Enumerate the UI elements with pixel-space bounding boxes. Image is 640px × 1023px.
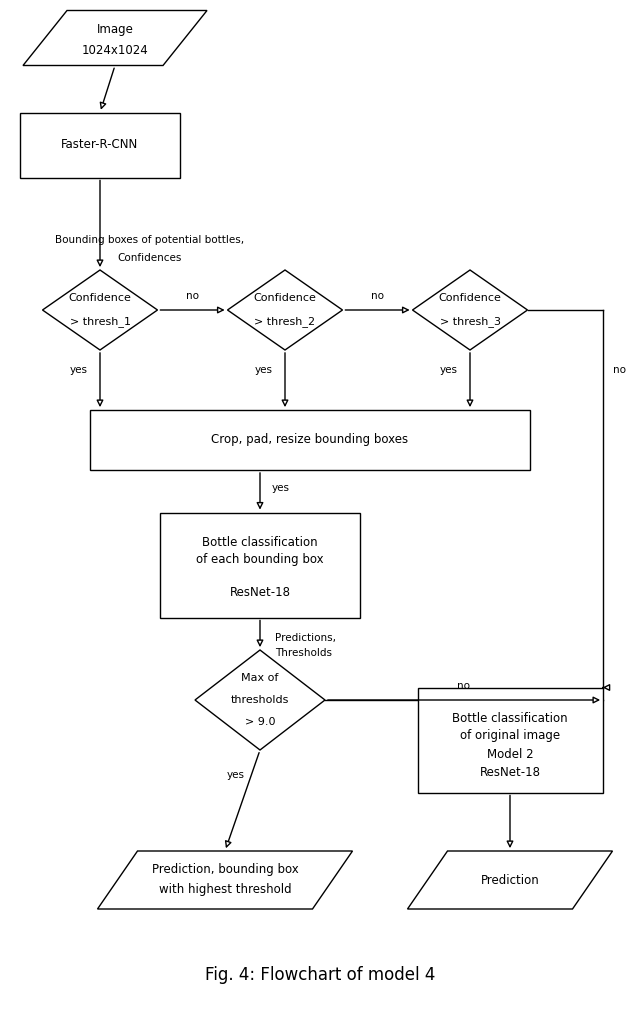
Polygon shape xyxy=(195,650,325,750)
Text: Bottle classification: Bottle classification xyxy=(452,712,568,724)
Text: Fig. 4: Flowchart of model 4: Fig. 4: Flowchart of model 4 xyxy=(205,966,435,984)
Text: Bounding boxes of potential bottles,: Bounding boxes of potential bottles, xyxy=(56,235,244,244)
Text: thresholds: thresholds xyxy=(231,695,289,705)
Text: yes: yes xyxy=(255,365,273,375)
Text: Prediction, bounding box: Prediction, bounding box xyxy=(152,863,298,877)
Text: Crop, pad, resize bounding boxes: Crop, pad, resize bounding boxes xyxy=(211,434,408,446)
Polygon shape xyxy=(23,10,207,65)
Text: yes: yes xyxy=(440,365,458,375)
Text: Model 2: Model 2 xyxy=(486,749,533,761)
Text: Confidence: Confidence xyxy=(253,293,316,303)
Text: Image: Image xyxy=(97,24,133,37)
Text: ResNet-18: ResNet-18 xyxy=(230,586,291,599)
Text: Predictions,: Predictions, xyxy=(275,632,336,642)
Bar xyxy=(417,687,602,793)
Polygon shape xyxy=(413,270,527,350)
Polygon shape xyxy=(408,851,612,909)
Text: > thresh_1: > thresh_1 xyxy=(70,316,131,327)
Bar xyxy=(160,513,360,618)
Text: Confidences: Confidences xyxy=(118,253,182,263)
Text: no: no xyxy=(613,365,626,375)
Bar xyxy=(90,410,530,470)
Polygon shape xyxy=(42,270,157,350)
Text: of original image: of original image xyxy=(460,728,560,742)
Text: > thresh_3: > thresh_3 xyxy=(440,316,500,327)
Bar xyxy=(20,113,180,178)
Text: Faster-R-CNN: Faster-R-CNN xyxy=(61,138,139,151)
Text: yes: yes xyxy=(272,483,290,493)
Text: Thresholds: Thresholds xyxy=(275,648,332,658)
Text: no: no xyxy=(458,681,470,691)
Text: Max of: Max of xyxy=(241,673,278,683)
Text: Prediction: Prediction xyxy=(481,874,540,887)
Text: > thresh_2: > thresh_2 xyxy=(255,316,316,327)
Text: > 9.0: > 9.0 xyxy=(244,717,275,727)
Text: with highest threshold: with highest threshold xyxy=(159,884,291,896)
Text: Bottle classification: Bottle classification xyxy=(202,536,318,549)
Polygon shape xyxy=(97,851,353,909)
Text: ResNet-18: ResNet-18 xyxy=(479,765,541,779)
Text: Confidence: Confidence xyxy=(68,293,131,303)
Text: of each bounding box: of each bounding box xyxy=(196,553,324,567)
Text: 1024x1024: 1024x1024 xyxy=(82,44,148,56)
Text: yes: yes xyxy=(70,365,88,375)
Text: no: no xyxy=(371,291,384,301)
Polygon shape xyxy=(227,270,342,350)
Text: Confidence: Confidence xyxy=(438,293,501,303)
Text: no: no xyxy=(186,291,199,301)
Text: yes: yes xyxy=(227,770,245,780)
